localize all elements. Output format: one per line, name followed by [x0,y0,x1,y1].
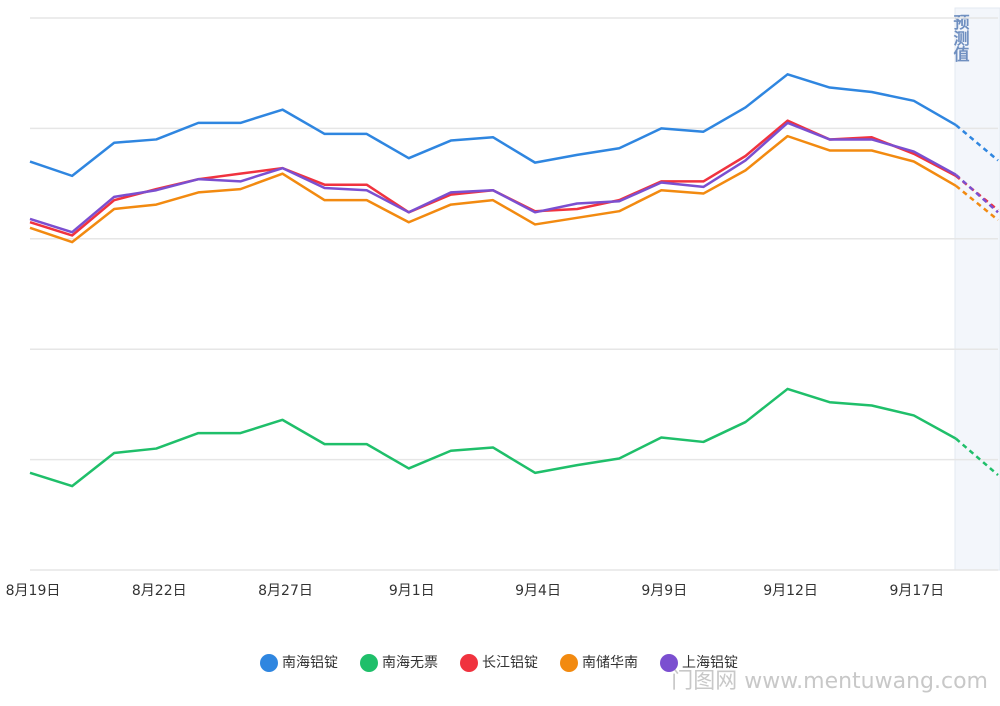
x-tick-label: 9月17日 [889,583,944,599]
series-line [29,73,957,178]
forecast-line [955,184,999,222]
legend-marker [560,654,578,672]
forecast-line [955,173,999,214]
x-tick-label: 8月19日 [6,583,61,599]
legend-label: 长江铝锭 [482,655,538,671]
series-line [29,134,957,244]
legend-label: 南海无票 [382,655,438,671]
legend-marker [360,654,378,672]
forecast-band [954,7,1000,571]
forecast-label: 预测值 [951,14,970,62]
legend-label: 上海铝锭 [682,655,738,671]
watermark: 门图网 www.mentuwang.com [671,669,988,694]
legend-marker [460,654,478,672]
x-tick-label: 8月27日 [258,583,313,599]
forecast-line [955,124,999,162]
forecast-line [955,437,999,477]
x-tick-label: 8月22日 [132,583,187,599]
legend-label: 南海铝锭 [282,655,338,671]
x-tick-label: 9月4日 [515,583,561,599]
x-tick-label: 9月12日 [763,583,818,599]
x-tick-label: 9月9日 [641,583,687,599]
legend-marker [260,654,278,672]
x-tick-label: 9月1日 [389,583,435,599]
legend-marker [660,654,678,672]
series-line [29,387,957,488]
series-line [29,121,957,234]
legend-label: 南储华南 [582,655,638,671]
